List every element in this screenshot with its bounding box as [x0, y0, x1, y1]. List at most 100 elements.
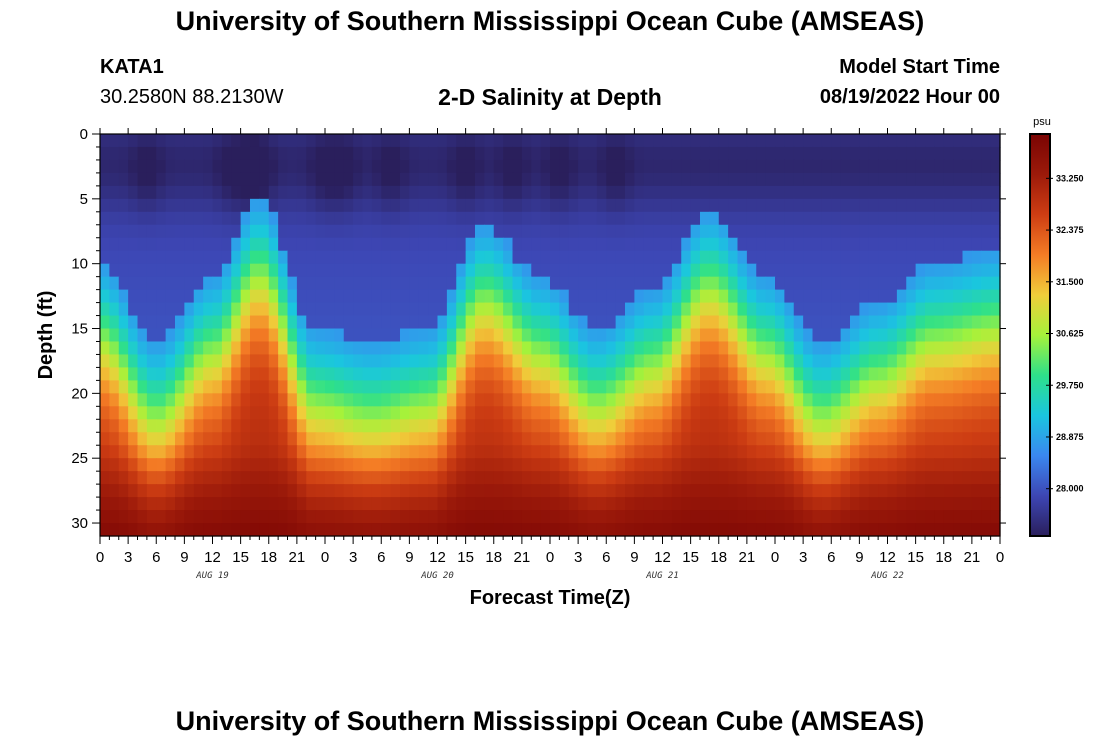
heatmap-cell [690, 432, 701, 446]
heatmap-cell [550, 159, 560, 174]
heatmap-cell [362, 354, 373, 369]
heatmap-cell [746, 380, 757, 394]
heatmap-cell [690, 471, 701, 485]
heatmap-cell [550, 471, 560, 485]
heatmap-cell [962, 237, 973, 252]
heatmap-cell [803, 185, 814, 200]
heatmap-cell [456, 367, 467, 381]
heatmap-cell [212, 432, 223, 446]
heatmap-cell [850, 497, 860, 511]
heatmap-cell [212, 406, 223, 420]
heatmap-cell [484, 134, 495, 148]
heatmap-cell [737, 497, 748, 511]
heatmap-cell [709, 146, 720, 161]
heatmap-cell [137, 471, 148, 485]
heatmap-cell [850, 263, 860, 278]
heatmap-cell [943, 445, 954, 459]
heatmap-cell [831, 523, 842, 537]
heatmap-cell [521, 445, 532, 459]
heatmap-cell [343, 250, 354, 265]
heatmap-cell [446, 471, 457, 485]
heatmap-cell [765, 445, 776, 459]
heatmap-cell [596, 198, 607, 213]
heatmap-cell [531, 328, 542, 343]
heatmap-cell [503, 341, 514, 356]
heatmap-cell [484, 393, 495, 407]
heatmap-cell [859, 458, 870, 472]
heatmap-cell [128, 510, 139, 524]
heatmap-cell [240, 445, 251, 459]
heatmap-cell [465, 276, 476, 291]
heatmap-cell [287, 328, 298, 343]
heatmap-cell [981, 185, 992, 200]
heatmap-cell [212, 354, 223, 369]
chart-subtitle: 2-D Salinity at Depth [438, 84, 662, 110]
heatmap-cell [925, 393, 935, 407]
heatmap-cell [109, 367, 120, 381]
heatmap-cell [362, 276, 373, 291]
heatmap-cell [193, 302, 204, 317]
heatmap-cell [821, 367, 832, 381]
heatmap-cell [943, 471, 954, 485]
heatmap-cell [221, 198, 232, 213]
heatmap-cell [681, 146, 692, 161]
heatmap-cell [728, 445, 739, 459]
heatmap-cell [390, 185, 401, 200]
heatmap-cell [868, 289, 879, 304]
heatmap-cell [737, 419, 748, 433]
heatmap-cell [878, 211, 889, 226]
heatmap-cell [568, 432, 579, 446]
heatmap-cell [175, 445, 185, 459]
heatmap-cell [925, 458, 935, 472]
heatmap-cell [193, 159, 204, 174]
heatmap-cell [390, 134, 401, 148]
heatmap-cell [371, 419, 382, 433]
heatmap-cell [156, 198, 167, 213]
heatmap-cell [353, 471, 364, 485]
heatmap-cell [118, 497, 129, 511]
heatmap-cell [165, 354, 176, 369]
heatmap-cell [906, 315, 917, 330]
heatmap-cell [934, 198, 945, 213]
heatmap-cell [850, 380, 860, 394]
heatmap-cell [250, 237, 260, 252]
heatmap-cell [550, 198, 560, 213]
heatmap-cell [400, 484, 410, 498]
heatmap-cell [353, 354, 364, 369]
heatmap-cell [981, 419, 992, 433]
heatmap-cell [596, 134, 607, 148]
heatmap-cell [400, 328, 410, 343]
heatmap-cell [521, 224, 532, 239]
heatmap-cell [775, 341, 785, 356]
heatmap-cell [334, 380, 345, 394]
heatmap-cell [718, 458, 729, 472]
heatmap-cell [353, 445, 364, 459]
heatmap-cell [156, 302, 167, 317]
heatmap-cell [371, 211, 382, 226]
heatmap-cell [446, 406, 457, 420]
heatmap-cell [746, 393, 757, 407]
heatmap-cell [193, 406, 204, 420]
heatmap-cell [287, 497, 298, 511]
heatmap-cell [803, 134, 814, 148]
heatmap-cell [212, 302, 223, 317]
heatmap-cell [493, 484, 504, 498]
heatmap-cell [681, 159, 692, 174]
heatmap-cell [850, 328, 860, 343]
heatmap-cell [990, 159, 1001, 174]
heatmap-cell [193, 484, 204, 498]
heatmap-cell [278, 367, 289, 381]
heatmap-cell [878, 302, 889, 317]
heatmap-cell [184, 354, 195, 369]
heatmap-cell [193, 354, 204, 369]
heatmap-cell [540, 289, 551, 304]
heatmap-cell [493, 237, 504, 252]
heatmap-cell [540, 172, 551, 187]
heatmap-cell [203, 471, 214, 485]
heatmap-cell [831, 341, 842, 356]
heatmap-cell [634, 523, 645, 537]
heatmap-cell [109, 315, 120, 330]
heatmap-cell [625, 445, 635, 459]
heatmap-cell [437, 471, 448, 485]
heatmap-cell [812, 484, 823, 498]
